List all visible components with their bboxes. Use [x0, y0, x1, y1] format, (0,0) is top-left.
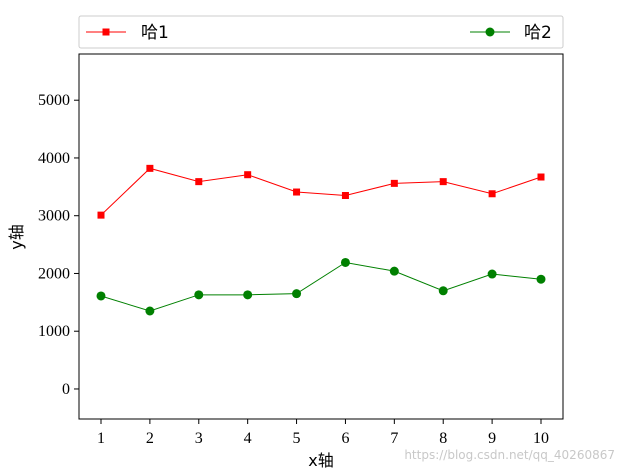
series-2-point — [292, 289, 302, 299]
legend-marker — [102, 28, 110, 36]
series-2-point — [194, 290, 204, 300]
x-axis-title: x轴 — [308, 451, 333, 470]
series-2-point — [243, 290, 253, 300]
watermark: https://blog.csdn.net/qq_40260867 — [404, 448, 615, 462]
series-layer — [96, 164, 546, 316]
y-tick-label: 2000 — [38, 265, 70, 282]
legend-label: 哈2 — [524, 23, 552, 43]
x-tick-label: 2 — [146, 430, 154, 447]
series-1-point — [97, 211, 105, 219]
x-axis: 1 2 3 4 5 6 7 8 9 10 — [97, 419, 549, 447]
x-tick-label: 3 — [195, 430, 203, 447]
legend-item-1: 哈1 — [86, 23, 169, 43]
y-axis-title: y轴 — [7, 224, 26, 249]
legend-label: 哈1 — [141, 23, 169, 43]
series-2-point — [487, 269, 497, 279]
y-tick-label: 5000 — [38, 92, 70, 109]
y-tick-label: 0 — [62, 381, 70, 398]
series-1-point — [390, 179, 398, 187]
x-tick-label: 10 — [533, 430, 549, 447]
y-axis: 0 1000 2000 3000 4000 5000 — [38, 92, 79, 398]
legend-marker — [485, 27, 495, 37]
series-1-point — [488, 190, 496, 198]
y-tick-label: 3000 — [38, 208, 70, 225]
legend-frame — [78, 15, 564, 49]
series-1-line — [100, 167, 542, 216]
y-tick-label: 4000 — [38, 150, 70, 167]
plot-area-frame — [78, 53, 564, 420]
series-2-point — [438, 286, 448, 296]
x-tick-label: 1 — [97, 430, 105, 447]
x-tick-label: 8 — [439, 430, 447, 447]
series-2-point — [536, 274, 546, 284]
x-tick-label: 7 — [390, 430, 398, 447]
series-1-point — [537, 173, 545, 181]
series-1-point — [293, 188, 301, 196]
series-2-point — [96, 291, 106, 301]
series-2-point — [340, 257, 350, 267]
series-1 — [97, 164, 545, 219]
y-tick-label: 1000 — [38, 323, 70, 340]
x-tick-label: 9 — [488, 430, 496, 447]
x-tick-label: 5 — [293, 430, 301, 447]
series-1-point — [146, 164, 154, 172]
series-1-point — [439, 178, 447, 186]
x-tick-label: 4 — [244, 430, 252, 447]
series-2-point — [389, 266, 399, 276]
x-tick-label: 6 — [341, 430, 349, 447]
series-2 — [96, 257, 546, 316]
series-2-line — [100, 261, 542, 312]
series-2-point — [145, 306, 155, 316]
series-1-point — [244, 171, 252, 179]
legend: 哈1 哈2 — [78, 15, 564, 49]
series-1-point — [341, 191, 349, 199]
legend-item-2: 哈2 — [470, 23, 552, 43]
series-1-point — [195, 178, 203, 186]
